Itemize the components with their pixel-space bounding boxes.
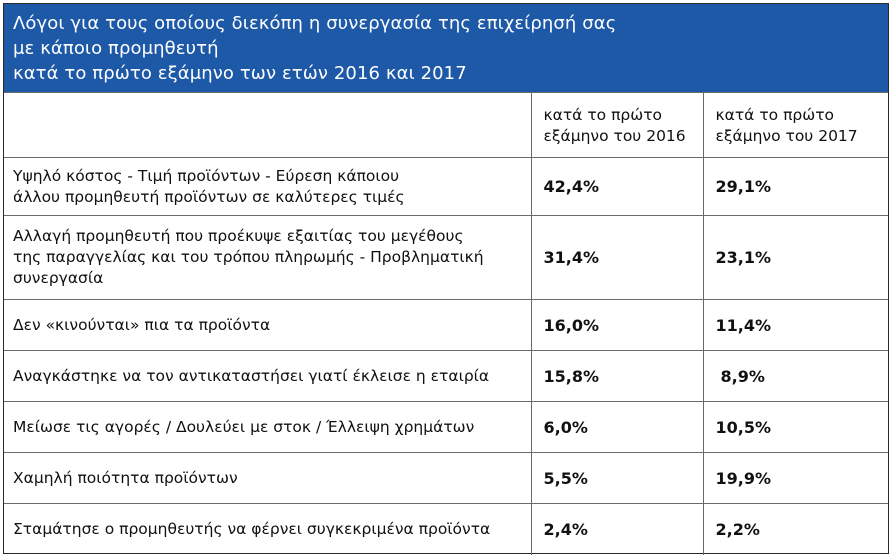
value-2017: 8,9%: [703, 350, 888, 402]
row-label: Αλλαγή προμηθευτή που προέκυψε εξαιτίας …: [4, 215, 532, 300]
row-label-line: Δεν «κινούνται» πια τα προϊόντα: [13, 315, 271, 334]
value-2017: 19,9%: [703, 452, 888, 504]
value-2016: 16,0%: [531, 299, 704, 351]
value-2016: 2,4%: [531, 503, 704, 555]
value-2016: 31,4%: [531, 215, 704, 300]
value-2017: 23,1%: [703, 215, 888, 300]
row-label-line: Χαμηλή ποιότητα προϊόντων: [13, 468, 238, 487]
table-row: Αναγκάστηκε να τον αντικαταστήσει γιατί …: [4, 350, 888, 402]
value-2016: 6,0%: [531, 401, 704, 453]
data-table-frame: Λόγοι για τους οποίους διεκόπη η συνεργα…: [3, 3, 889, 555]
table-title: Λόγοι για τους οποίους διεκόπη η συνεργα…: [4, 4, 888, 92]
table-header-row: κατά το πρώτο εξάμηνο του 2016 κατά το π…: [4, 92, 888, 158]
table-row: Χαμηλή ποιότητα προϊόντων 5,5% 19,9%: [4, 452, 888, 504]
header-empty-cell: [4, 92, 532, 158]
value-2017: 11,4%: [703, 299, 888, 351]
header-2017: κατά το πρώτο εξάμηνο του 2017: [703, 92, 888, 158]
row-label-line: άλλου προμηθευτή προϊόντων σε καλύτερες …: [13, 187, 405, 206]
value-2017: 2,2%: [703, 503, 888, 555]
value-2016: 15,8%: [531, 350, 704, 402]
table-row: Σταμάτησε ο προμηθευτής να φέρνει συγκεκ…: [4, 503, 888, 555]
header-2016-line-2: εξάμηνο του 2016: [543, 127, 686, 145]
row-label-line: Υψηλό κόστος - Τιμή προϊόντων - Εύρεση κ…: [13, 166, 400, 185]
header-2017-line-2: εξάμηνο του 2017: [715, 127, 858, 145]
reasons-table: κατά το πρώτο εξάμηνο του 2016 κατά το π…: [4, 92, 888, 555]
table-row: Μείωσε τις αγορές / Δουλεύει με στοκ / Έ…: [4, 401, 888, 453]
header-2017-line-1: κατά το πρώτο: [715, 106, 835, 124]
table-row: Υψηλό κόστος - Τιμή προϊόντων - Εύρεση κ…: [4, 157, 888, 216]
row-label: Σταμάτησε ο προμηθευτής να φέρνει συγκεκ…: [4, 503, 532, 555]
row-label-line: συνεργασία: [13, 269, 104, 287]
row-label-line: Σταμάτησε ο προμηθευτής να φέρνει συγκεκ…: [13, 519, 491, 538]
table-title-line-1: Λόγοι για τους οποίους διεκόπη η συνεργα…: [13, 13, 617, 34]
row-label-line: της παραγγελίας και του τρόπου πληρωμής …: [13, 248, 484, 266]
row-label: Αναγκάστηκε να τον αντικαταστήσει γιατί …: [4, 350, 532, 402]
value-2016: 42,4%: [531, 157, 704, 216]
header-2016-line-1: κατά το πρώτο: [543, 106, 663, 124]
row-label: Μείωσε τις αγορές / Δουλεύει με στοκ / Έ…: [4, 401, 532, 453]
table-row: Δεν «κινούνται» πια τα προϊόντα 16,0% 11…: [4, 299, 888, 351]
value-2016: 5,5%: [531, 452, 704, 504]
row-label: Χαμηλή ποιότητα προϊόντων: [4, 452, 532, 504]
table-row: Αλλαγή προμηθευτή που προέκυψε εξαιτίας …: [4, 215, 888, 300]
table-title-line-3: κατά το πρώτο εξάμηνο των ετών 2016 και …: [13, 63, 467, 84]
row-label: Δεν «κινούνται» πια τα προϊόντα: [4, 299, 532, 351]
row-label-line: Αναγκάστηκε να τον αντικαταστήσει γιατί …: [13, 366, 490, 385]
header-2016: κατά το πρώτο εξάμηνο του 2016: [531, 92, 704, 158]
table-title-line-2: με κάποιο προμηθευτή: [13, 38, 219, 59]
row-label-line: Μείωσε τις αγορές / Δουλεύει με στοκ / Έ…: [13, 417, 475, 436]
value-2017: 10,5%: [703, 401, 888, 453]
row-label-line: Αλλαγή προμηθευτή που προέκυψε εξαιτίας …: [13, 227, 464, 245]
row-label: Υψηλό κόστος - Τιμή προϊόντων - Εύρεση κ…: [4, 157, 532, 216]
value-2017: 29,1%: [703, 157, 888, 216]
